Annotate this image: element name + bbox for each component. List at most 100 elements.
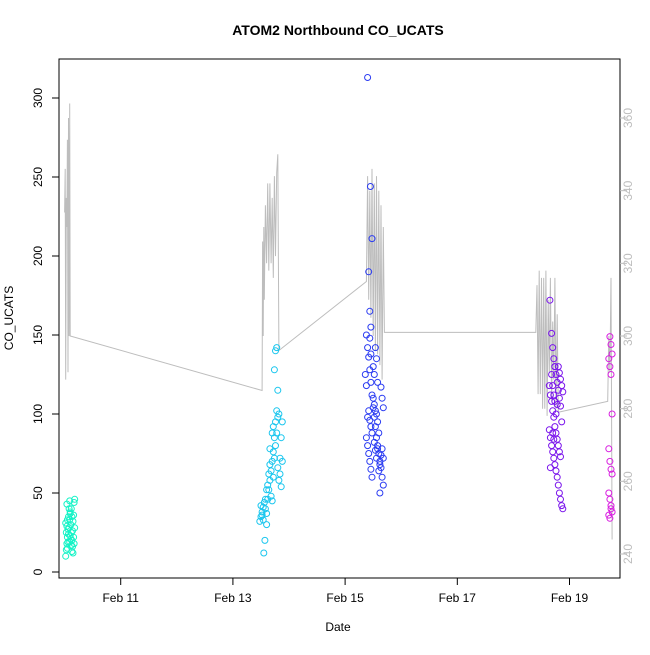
x-tick-label: Feb 17 bbox=[439, 591, 477, 605]
data-point-flight-5 bbox=[605, 489, 613, 497]
data-point-flight-5 bbox=[605, 445, 613, 453]
y-tick-label: 50 bbox=[31, 486, 45, 500]
data-point-flight-2 bbox=[274, 386, 282, 394]
data-point-flight-2 bbox=[266, 445, 274, 453]
y-tick-label: 100 bbox=[31, 404, 45, 424]
y-tick-label: 250 bbox=[31, 167, 45, 187]
data-point-flight-2 bbox=[276, 470, 284, 478]
y-tick-label: 150 bbox=[31, 325, 45, 345]
data-point-flight-5 bbox=[605, 511, 613, 519]
x-tick-label: Feb 13 bbox=[214, 591, 252, 605]
data-point-flight-5 bbox=[607, 505, 615, 513]
data-point-flight-4 bbox=[548, 329, 556, 337]
data-point-flight-5 bbox=[605, 355, 613, 363]
data-point-flight-4 bbox=[550, 391, 558, 399]
data-point-flight-2 bbox=[277, 434, 285, 442]
data-point-flight-4 bbox=[555, 394, 563, 402]
data-point-flight-3 bbox=[376, 461, 384, 469]
data-point-flight-2 bbox=[261, 536, 269, 544]
data-point-flight-2 bbox=[272, 442, 279, 450]
data-point-flight-4 bbox=[549, 448, 557, 456]
data-point-flight-4 bbox=[558, 502, 566, 510]
data-point-flight-3 bbox=[379, 481, 387, 489]
data-point-flight-3 bbox=[368, 235, 376, 243]
data-point-flight-4 bbox=[548, 397, 556, 405]
y2-tick-label: 240 bbox=[621, 544, 635, 564]
data-point-flight-5 bbox=[606, 457, 614, 465]
x-tick-label: Feb 15 bbox=[326, 591, 364, 605]
data-point-flight-2 bbox=[263, 486, 271, 494]
data-point-flight-4 bbox=[551, 363, 559, 371]
y2-tick-label: 360 bbox=[621, 108, 635, 128]
data-point-flight-2 bbox=[274, 413, 282, 421]
data-point-flight-4 bbox=[559, 505, 567, 513]
data-point-flight-1 bbox=[70, 511, 78, 519]
data-point-flight-4 bbox=[552, 467, 560, 475]
data-point-flight-3 bbox=[364, 442, 372, 450]
data-point-flight-4 bbox=[546, 464, 554, 472]
plot-area: Feb 11 Feb 13 Feb 15 Feb 17 Feb 19 0 50 100 150 2… bbox=[31, 58, 635, 605]
data-point-flight-3 bbox=[371, 344, 379, 352]
data-point-flight-3 bbox=[370, 371, 378, 378]
data-point-flight-3 bbox=[366, 183, 374, 190]
data-point-flight-5 bbox=[606, 333, 614, 341]
data-point-flight-4 bbox=[550, 454, 558, 462]
data-point-flight-2 bbox=[260, 549, 268, 557]
data-point-flight-2 bbox=[273, 429, 281, 437]
data-point-flight-5 bbox=[608, 470, 616, 478]
data-point-flight-3 bbox=[368, 391, 376, 399]
data-point-flight-1 bbox=[69, 549, 77, 557]
data-point-flight-3 bbox=[367, 350, 375, 358]
data-point-flight-3 bbox=[378, 394, 386, 402]
data-point-flight-5 bbox=[606, 514, 614, 522]
data-point-flight-5 bbox=[606, 363, 614, 371]
y2-tick-label: 280 bbox=[621, 398, 635, 418]
data-point-flight-1 bbox=[66, 497, 74, 505]
data-point-flight-5 bbox=[607, 371, 615, 378]
data-point-flight-2 bbox=[268, 429, 276, 437]
x-axis-label: Date bbox=[325, 620, 351, 634]
data-point-flight-4 bbox=[552, 410, 560, 418]
data-point-flight-3 bbox=[377, 383, 385, 391]
data-point-flight-3 bbox=[371, 407, 379, 415]
data-point-flight-3 bbox=[378, 473, 386, 481]
data-point-flight-2 bbox=[259, 503, 267, 511]
data-point-flight-2 bbox=[272, 347, 279, 355]
data-point-flight-4 bbox=[553, 401, 561, 408]
data-point-flight-2 bbox=[267, 492, 275, 500]
data-point-flight-3 bbox=[374, 378, 382, 386]
data-point-flight-4 bbox=[559, 388, 567, 396]
data-point-flight-2 bbox=[264, 481, 272, 489]
data-point-flight-2 bbox=[269, 473, 277, 481]
data-point-flight-3 bbox=[375, 429, 383, 437]
data-point-flight-4 bbox=[550, 355, 558, 363]
data-point-flight-5 bbox=[608, 410, 616, 418]
data-point-flight-2 bbox=[261, 495, 269, 503]
y2-tick-label: 300 bbox=[621, 326, 635, 346]
data-point-flight-3 bbox=[365, 268, 373, 276]
data-point-flight-3 bbox=[374, 418, 382, 426]
data-point-flight-4 bbox=[549, 344, 557, 352]
data-point-flight-3 bbox=[376, 489, 384, 497]
data-point-flight-1 bbox=[63, 516, 71, 524]
data-point-flight-2 bbox=[258, 511, 266, 519]
data-point-flight-4 bbox=[545, 382, 553, 390]
data-point-flight-3 bbox=[373, 355, 380, 363]
data-point-flight-3 bbox=[362, 434, 370, 442]
data-point-flight-3 bbox=[367, 423, 375, 431]
data-point-flight-1 bbox=[67, 505, 75, 513]
x-tick-label: Feb 11 bbox=[102, 591, 139, 605]
y2-tick-label: 260 bbox=[621, 471, 635, 491]
data-point-flight-2 bbox=[268, 497, 276, 505]
data-point-flight-2 bbox=[269, 423, 277, 431]
data-point-flight-4 bbox=[548, 371, 556, 378]
altitude-line bbox=[64, 103, 613, 540]
data-point-flight-3 bbox=[368, 473, 376, 481]
data-point-flight-3 bbox=[367, 323, 375, 331]
data-point-flight-4 bbox=[558, 418, 566, 426]
data-point-flight-4 bbox=[557, 495, 564, 503]
data-point-flight-4 bbox=[557, 453, 564, 461]
data-point-flight-2 bbox=[266, 461, 274, 469]
y2-tick-label: 340 bbox=[621, 180, 635, 200]
data-point-flight-4 bbox=[552, 429, 560, 437]
